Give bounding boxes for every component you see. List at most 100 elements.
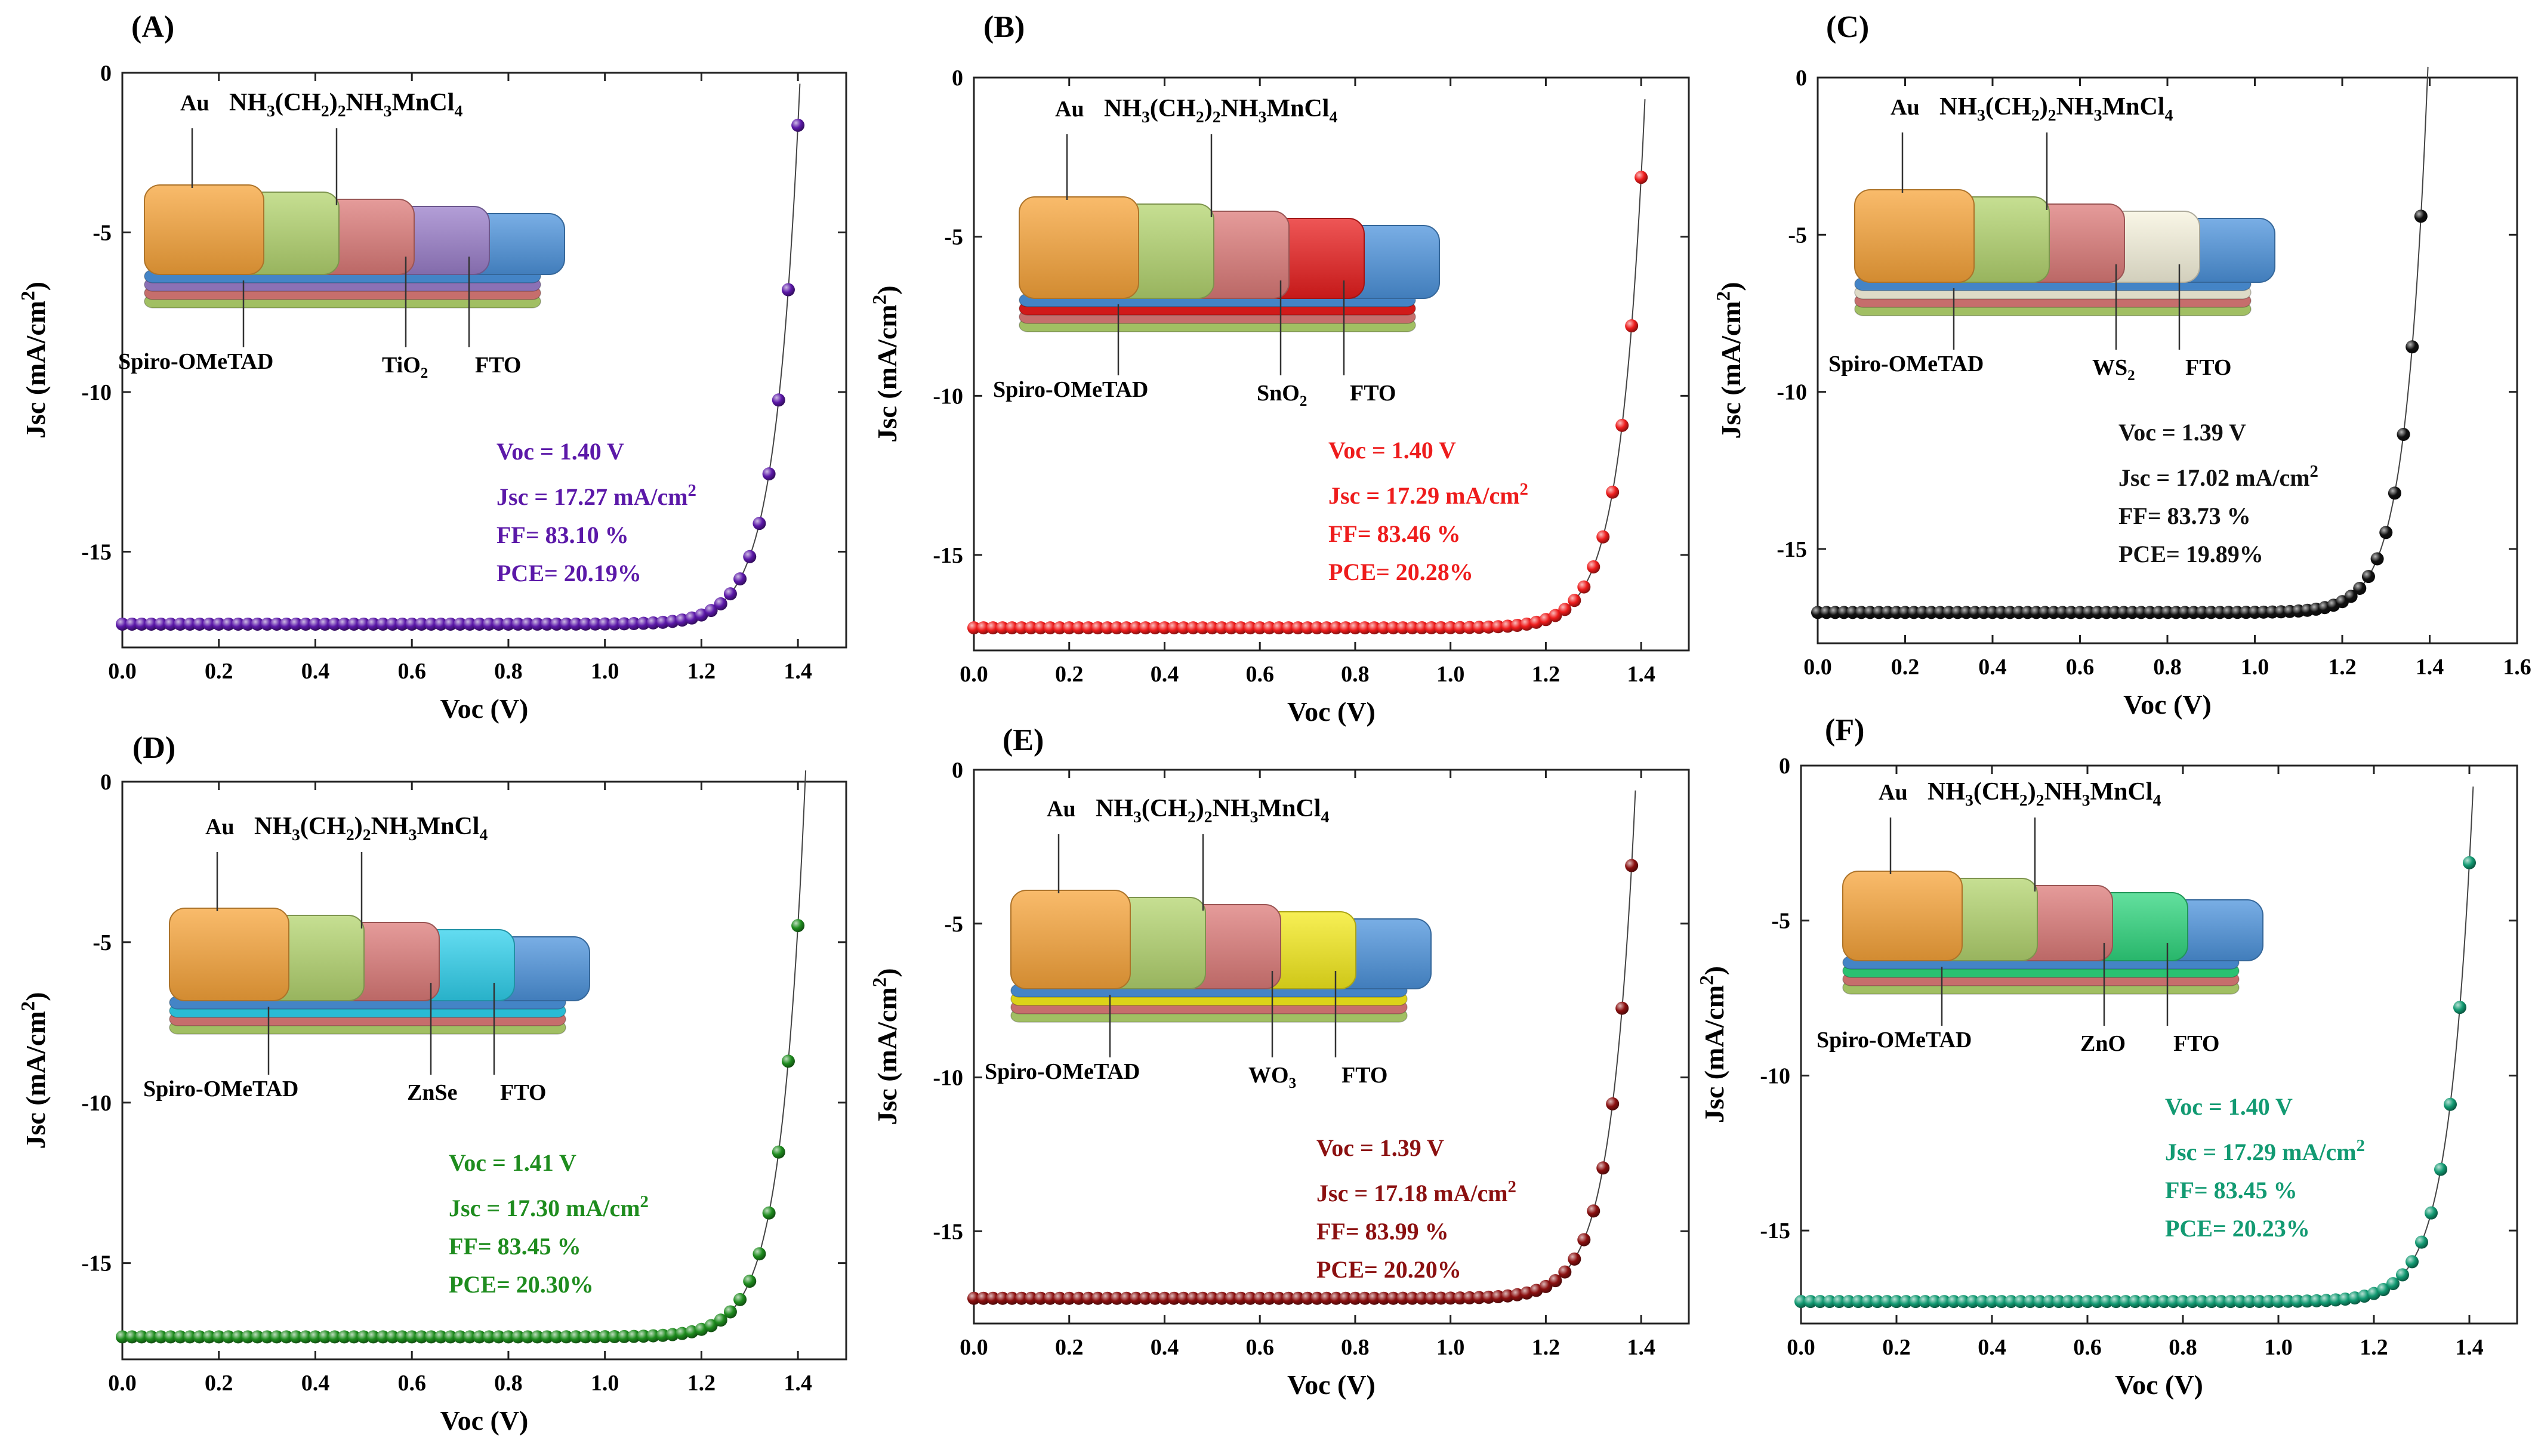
plot-frame (973, 76, 1690, 652)
data-point (2344, 590, 2358, 603)
data-point (1396, 621, 1410, 635)
data-point (1234, 621, 1248, 635)
x-tick-label: 0.6 (397, 1371, 426, 1396)
data-point (1635, 171, 1648, 184)
data-point (357, 1330, 371, 1344)
data-point (2329, 1293, 2342, 1307)
data-point (1120, 621, 1133, 635)
data-point (2014, 1295, 2027, 1309)
data-point (1596, 530, 1610, 544)
data-point (1463, 1291, 1476, 1304)
x-tick-label: 0.2 (1055, 662, 1084, 687)
y-tick-label: -10 (1760, 1063, 1790, 1088)
data-point (1148, 621, 1162, 635)
y-tick-label: -10 (81, 380, 112, 405)
data-point (1348, 1291, 1362, 1305)
data-point (1034, 621, 1047, 635)
data-point (1625, 859, 1639, 872)
x-tick-label: 1.2 (2360, 1335, 2388, 1360)
data-point (454, 1330, 467, 1344)
data-point (2195, 1295, 2209, 1309)
data-point (1034, 1291, 1047, 1305)
data-point (607, 1330, 621, 1344)
y-axis-label: Jsc (mA/cm2) (869, 968, 902, 1125)
data-point (1310, 621, 1324, 635)
data-point (193, 617, 206, 631)
y-tick-label: -5 (1788, 223, 1807, 248)
data-point (1482, 620, 1495, 634)
data-point (1234, 1291, 1248, 1305)
data-point (154, 1330, 168, 1344)
data-point (193, 1330, 206, 1344)
data-point (212, 617, 226, 631)
panel-tag: (A) (131, 10, 174, 44)
x-tick-label: 0.0 (108, 1371, 137, 1396)
y-axis-label: Jsc (mA/cm2) (17, 992, 51, 1149)
x-tick-label: 0.0 (108, 659, 137, 684)
data-point (299, 617, 313, 631)
data-point (2386, 1277, 2400, 1291)
data-point (1928, 1295, 1941, 1309)
x-tick-label: 0.0 (960, 1335, 988, 1360)
x-tick-label: 1.2 (1532, 1335, 1561, 1360)
data-point (116, 617, 129, 631)
etl-label: WO3 (1248, 1063, 1296, 1091)
data-point (501, 617, 515, 631)
data-point (2253, 1295, 2266, 1309)
data-point (569, 1330, 583, 1344)
data-point (1615, 418, 1629, 432)
x-tick-label: 1.6 (2503, 655, 2531, 680)
x-tick-label: 1.0 (1436, 1335, 1465, 1360)
data-point (357, 617, 371, 631)
y-tick-label: -15 (933, 543, 963, 568)
data-point (1167, 1291, 1181, 1305)
data-point (646, 616, 660, 630)
y-tick-label: -5 (944, 912, 963, 937)
y-axis-label: Jsc (mA/cm2) (1713, 282, 1746, 439)
x-tick-label: 0.8 (2153, 655, 2182, 680)
data-point (1890, 1295, 1903, 1309)
data-point (598, 617, 612, 631)
data-point (967, 621, 980, 635)
data-point (986, 621, 1000, 635)
voc-value: Voc = 1.40 V (496, 438, 624, 465)
data-point (2138, 1295, 2151, 1309)
data-point (2186, 1295, 2199, 1309)
data-point (1880, 1295, 1893, 1309)
data-point (540, 617, 554, 631)
x-tick-label: 0.0 (1787, 1335, 1815, 1360)
x-tick-label: 0.0 (1803, 655, 1832, 680)
data-point (299, 1330, 313, 1344)
au-layer (144, 184, 264, 275)
stats-annotation: Voc = 1.39 V Jsc = 17.02 mA/cm2 FF= 83.73 … (2118, 419, 2318, 567)
data-point (762, 1206, 776, 1220)
data-point (1510, 618, 1524, 632)
panel-e: (E) 0.0 0.2 0.4 0.6 0.8 1.0 1.2 1.4 0 -5 -10 -15 Voc … (869, 723, 1690, 1400)
data-point (2234, 1295, 2247, 1309)
x-tick-label: 0.8 (1341, 1335, 1370, 1360)
x-tick-label: 0.6 (397, 659, 426, 684)
data-point (2024, 1295, 2037, 1309)
data-point (1415, 621, 1429, 635)
data-point (1501, 1289, 1515, 1303)
x-tick-label: 1.0 (2241, 655, 2269, 680)
data-point (482, 617, 496, 631)
x-axis-label: Voc (V) (1287, 696, 1376, 727)
data-point (463, 1330, 477, 1344)
data-point (1814, 1295, 1827, 1309)
data-point (1377, 621, 1390, 635)
panel-f: (F) 0.0 0.2 0.4 0.6 0.8 1.0 1.2 1.4 0 -5 -10 -15 Voc … (1696, 713, 2518, 1400)
device-stack-diagram: Au NH3(CH2)2NH3MnCl4 Spiro-OMeTAD SnO2 FTO (993, 95, 1440, 409)
y-tick-label: 0 (952, 66, 963, 91)
data-point (1072, 621, 1085, 635)
y-tick-label: -10 (1777, 380, 1807, 405)
data-point (714, 1313, 727, 1327)
data-point (318, 617, 332, 631)
data-point (2148, 1295, 2161, 1309)
data-point (154, 617, 168, 631)
data-point (279, 617, 293, 631)
data-point (2119, 1295, 2132, 1309)
absorber-label: NH3(CH2)2NH3MnCl4 (1104, 95, 1337, 126)
data-point (221, 617, 235, 631)
voc-value: Voc = 1.40 V (2165, 1093, 2293, 1120)
